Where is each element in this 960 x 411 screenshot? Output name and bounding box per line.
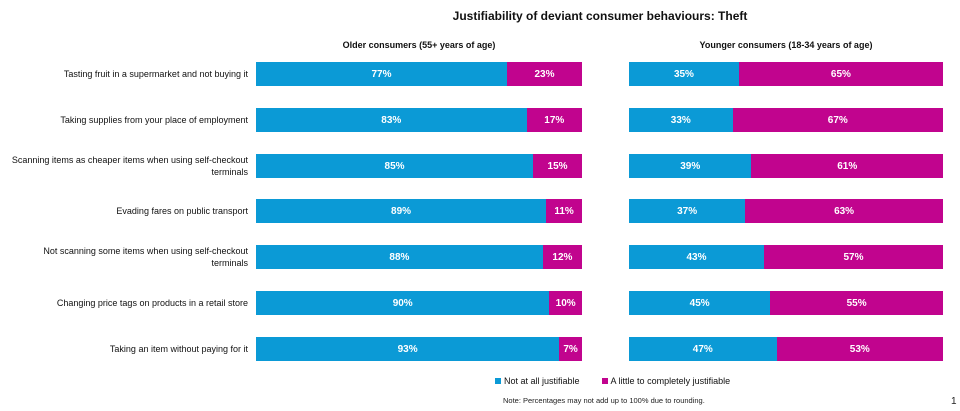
category-label: Changing price tags on products in a ret… [56,298,248,308]
stacked-bar: 33% 67% [629,108,943,132]
category-label: Taking an item without paying for it [109,344,248,354]
data-label: 23% [534,68,555,80]
bar-segment-justifiable: 57% [764,245,943,269]
category-label: Taking supplies from your place of emplo… [60,115,248,125]
data-label: 17% [544,114,565,126]
data-label: 12% [552,251,573,263]
category-label: Not scanning some items when using self-… [43,246,248,268]
stacked-bar: 83% 17% [256,108,582,132]
bar-segment-not-justifiable: 83% [256,108,527,132]
bar-segment-not-justifiable: 90% [256,291,550,315]
stacked-bar: 85% 15% [256,154,582,178]
data-label: 10% [555,297,576,309]
bar-segment-justifiable: 10% [549,291,582,315]
data-label: 93% [397,343,418,355]
data-label: 89% [391,205,412,217]
data-label: 37% [677,205,698,217]
data-label: 61% [837,160,858,172]
data-label: 55% [846,297,867,309]
stacked-bar: 77% 23% [256,62,582,86]
data-label: 11% [554,205,574,217]
data-label: 83% [381,114,402,126]
bar-segment-not-justifiable: 47% [629,337,777,361]
data-label: 57% [843,251,864,263]
data-label: 45% [689,297,710,309]
bar-segment-justifiable: 11% [546,199,582,223]
chart-title-text: Justifiability of deviant consumer behav… [452,9,748,23]
stacked-bar: 35% 65% [629,62,943,86]
bar-segment-not-justifiable: 43% [629,245,765,269]
data-label: 33% [670,114,691,126]
bar-segment-justifiable: 55% [770,291,943,315]
data-label: 63% [834,205,855,217]
stacked-bar: 93% 7% [256,337,582,361]
bar-segment-justifiable: 7% [559,337,582,361]
bar-segment-justifiable: 63% [745,199,943,223]
legend: Not at all justifiable A little to compl… [495,376,730,386]
stacked-bar: 39% 61% [629,154,943,178]
stacked-bar: 90% 10% [256,291,582,315]
legend-label: A little to completely justifiable [610,376,731,386]
bar-segment-not-justifiable: 88% [256,245,543,269]
data-label: 15% [547,160,568,172]
bar-segment-not-justifiable: 35% [629,62,739,86]
data-label: 88% [389,251,410,263]
data-label: 7% [563,343,578,355]
stacked-bar: 47% 53% [629,337,943,361]
panel-title-younger: Younger consumers (18-34 years of age) [699,40,873,50]
stacked-bar: 37% 63% [629,199,943,223]
bar-segment-not-justifiable: 85% [256,154,534,178]
bar-segment-not-justifiable: 89% [256,199,547,223]
bar-segment-not-justifiable: 37% [629,199,746,223]
stacked-bar: 89% 11% [256,199,582,223]
bar-segment-justifiable: 67% [732,108,943,132]
legend-label: Not at all justifiable [504,376,580,386]
bar-segment-justifiable: 61% [751,154,943,178]
category-label: Evading fares on public transport [116,206,248,216]
panel-title-older: Older consumers (55+ years of age) [342,40,496,50]
bar-segment-justifiable: 65% [738,62,943,86]
bar-segment-not-justifiable: 39% [629,154,752,178]
data-label: 85% [384,160,405,172]
stacked-bar: 45% 55% [629,291,943,315]
data-label: 39% [680,160,701,172]
footnote: Note: Percentages may not add up to 100%… [503,396,705,405]
bar-segment-not-justifiable: 77% [256,62,508,86]
legend-swatch-blue [495,378,501,384]
legend-swatch-magenta [601,378,608,384]
legend-item-justifiable: A little to completely justifiable [601,376,731,386]
category-label: Tasting fruit in a supermarket and not b… [63,69,248,79]
data-label: 35% [673,68,694,80]
category-label: Scanning items as cheaper items when usi… [11,155,248,177]
data-label: 77% [371,68,392,80]
chart-title: Justifiability of deviant consumer behav… [0,9,960,23]
legend-item-not-justifiable: Not at all justifiable [495,376,580,386]
bar-segment-not-justifiable: 33% [629,108,733,132]
data-label: 53% [849,343,870,355]
stacked-bar: 88% 12% [256,245,582,269]
bar-segment-justifiable: 12% [542,245,582,269]
bar-segment-justifiable: 23% [507,62,582,86]
bar-segment-justifiable: 15% [533,154,582,178]
bar-segment-not-justifiable: 45% [629,291,771,315]
bar-segment-justifiable: 17% [526,108,582,132]
data-label: 47% [692,343,713,355]
data-label: 90% [392,297,413,309]
bar-segment-justifiable: 53% [776,337,943,361]
data-label: 65% [830,68,851,80]
page-number: 1 [951,396,957,407]
data-label: 43% [686,251,707,263]
bar-segment-not-justifiable: 93% [256,337,560,361]
data-label: 67% [827,114,848,126]
stacked-bar: 43% 57% [629,245,943,269]
